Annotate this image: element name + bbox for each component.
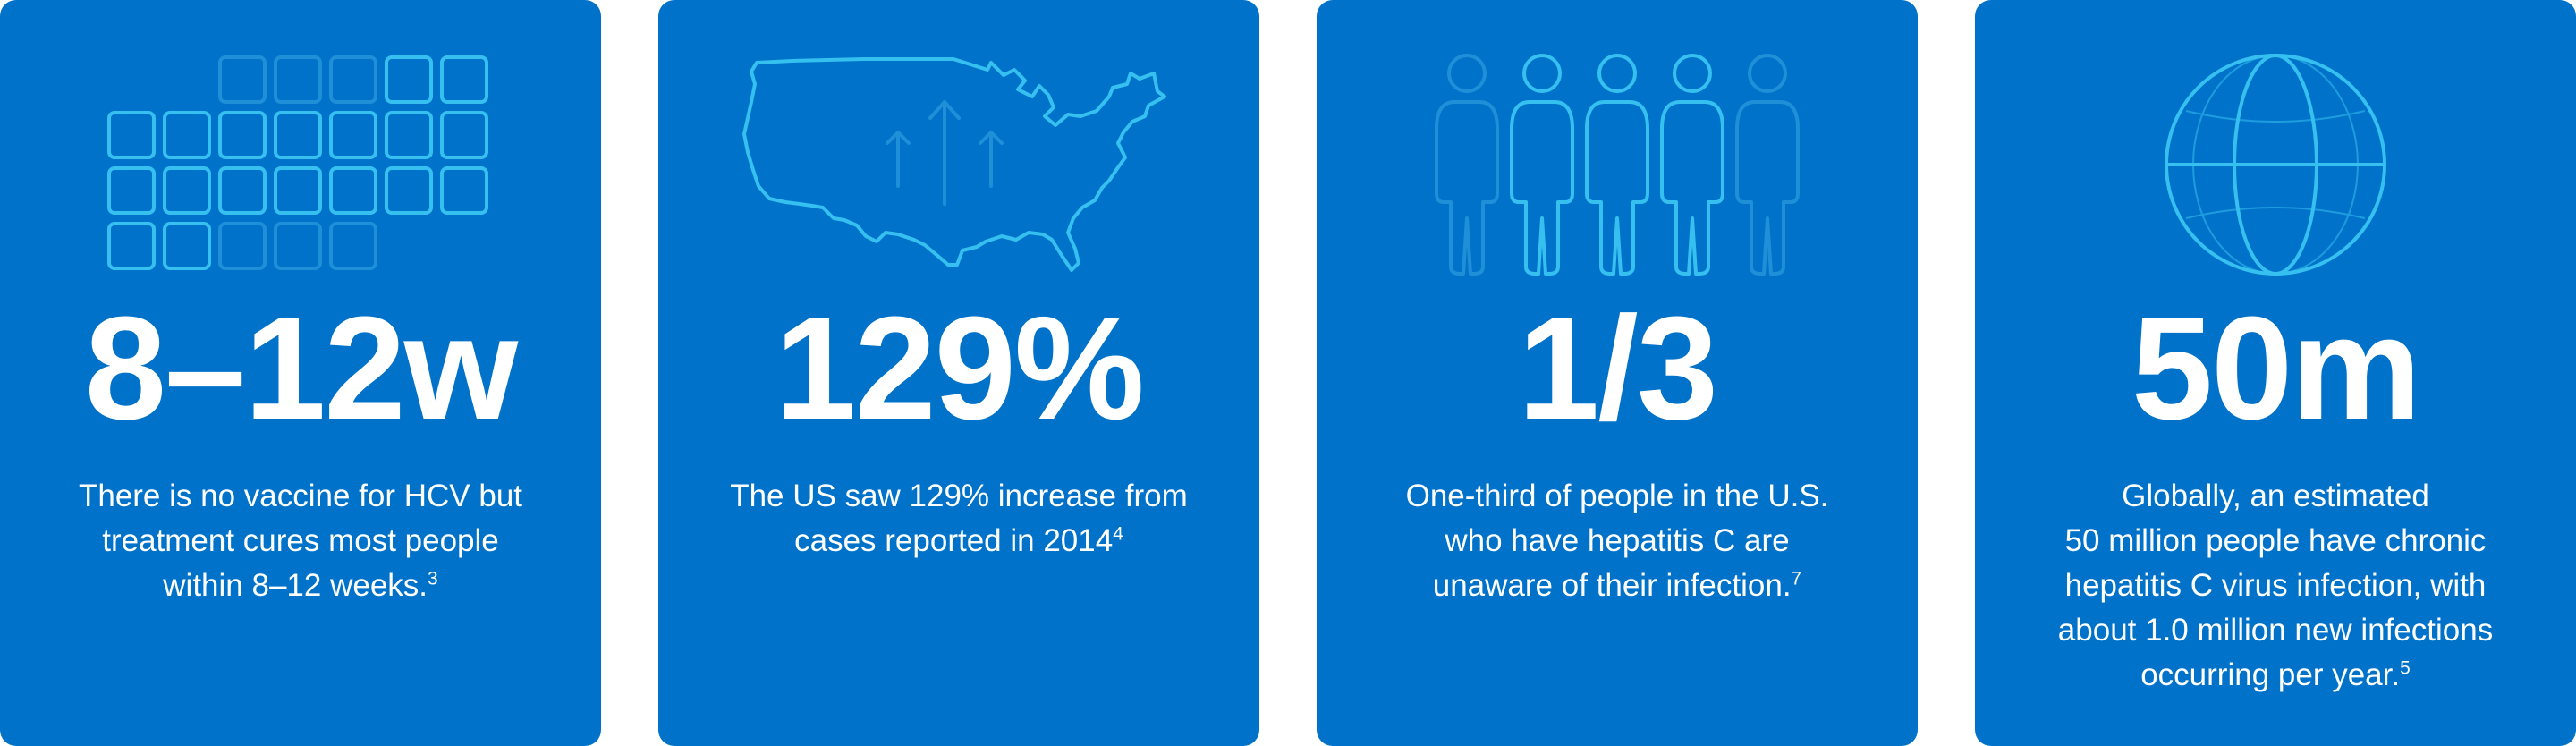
description-line: The US saw 129% increase from [730, 479, 1188, 513]
person-icon [1660, 54, 1724, 276]
people-group-icon [1317, 43, 1918, 286]
description-line: about 1.0 million new infections [2057, 613, 2494, 648]
person-icon [1435, 54, 1499, 276]
stat-card-unaware: 1/3 One-third of people in the U.S. who … [1317, 0, 1918, 746]
stat-value: 50m [2131, 286, 2421, 450]
arrow-up-icon [886, 131, 911, 188]
stat-card-global: 50m Globally, an estimated 50 million pe… [1975, 0, 2576, 746]
stat-description: One-third of people in the U.S. who have… [1370, 474, 1864, 608]
description-line: One-third of people in the U.S. [1405, 479, 1829, 513]
globe-icon [1975, 43, 2576, 286]
person-icon [1735, 54, 1800, 276]
calendar-day-cell [329, 55, 377, 104]
stat-value: 129% [775, 286, 1144, 450]
calendar-day-cell [107, 166, 156, 215]
calendar-day-cell [107, 111, 156, 159]
calendar-day-cell [218, 55, 267, 104]
calendar-day-cell [440, 111, 488, 159]
globe-latitude [2185, 207, 2366, 219]
us-map-outline [742, 57, 1166, 272]
calendar-day-cell [274, 111, 322, 159]
description-line: 50 million people have chronic [2064, 523, 2487, 558]
person-icon [1585, 54, 1649, 276]
footnote-ref: 3 [428, 568, 438, 589]
description-line: cases reported in 2014 [794, 523, 1114, 558]
calendar-day-cell [329, 111, 377, 159]
stat-card-treatment: 8–12w There is no vaccine for HCV but tr… [0, 0, 601, 746]
globe-meridian [2192, 55, 2359, 275]
description-line: within 8–12 weeks. [163, 568, 428, 603]
description-line: There is no vaccine for HCV but [78, 479, 523, 513]
calendar-day-cell [163, 166, 211, 215]
stat-value: 1/3 [1518, 286, 1718, 450]
calendar-day-cell [440, 55, 488, 104]
stat-description: The US saw 129% increase from cases repo… [712, 474, 1206, 564]
description-line: Globally, an estimated [2122, 479, 2429, 513]
globe-latitude [2185, 110, 2366, 123]
calendar-day-cell [440, 166, 488, 215]
stat-description: Globally, an estimated 50 million people… [2029, 474, 2522, 698]
calendar-day-cell [385, 55, 433, 104]
arrow-up-icon [979, 131, 1004, 188]
description-line: hepatitis C virus infection, with [2064, 568, 2487, 603]
description-line: unaware of their infection. [1432, 568, 1792, 603]
person-icon [1510, 54, 1574, 276]
calendar-day-cell [274, 166, 322, 215]
calendar-day-cell [329, 222, 377, 270]
calendar-day-cell [274, 222, 322, 270]
footnote-ref: 7 [1791, 568, 1802, 589]
description-line: who have hepatitis C are [1445, 523, 1790, 558]
us-map-increase-icon [658, 43, 1259, 286]
footnote-ref: 5 [2400, 657, 2411, 679]
calendar-day-cell [218, 222, 267, 270]
stat-description: There is no vaccine for HCV but treatmen… [54, 474, 547, 608]
calendar-day-cell [385, 166, 433, 215]
description-line: occurring per year. [2140, 657, 2401, 692]
footnote-ref: 4 [1113, 523, 1123, 545]
calendar-day-cell [218, 166, 267, 215]
calendar-day-cell [329, 166, 377, 215]
calendar-grid-icon [0, 43, 601, 286]
description-line: treatment cures most people [102, 523, 499, 558]
calendar-day-cell [107, 222, 156, 270]
calendar-day-cell [163, 222, 211, 270]
calendar-day-cell [274, 55, 322, 104]
arrow-up-icon [928, 100, 961, 206]
stat-value: 8–12w [84, 286, 518, 450]
calendar-day-cell [385, 111, 433, 159]
calendar-day-cell [163, 111, 211, 159]
calendar-day-cell [218, 111, 267, 159]
stat-card-us-increase: 129% The US saw 129% increase from cases… [658, 0, 1259, 746]
